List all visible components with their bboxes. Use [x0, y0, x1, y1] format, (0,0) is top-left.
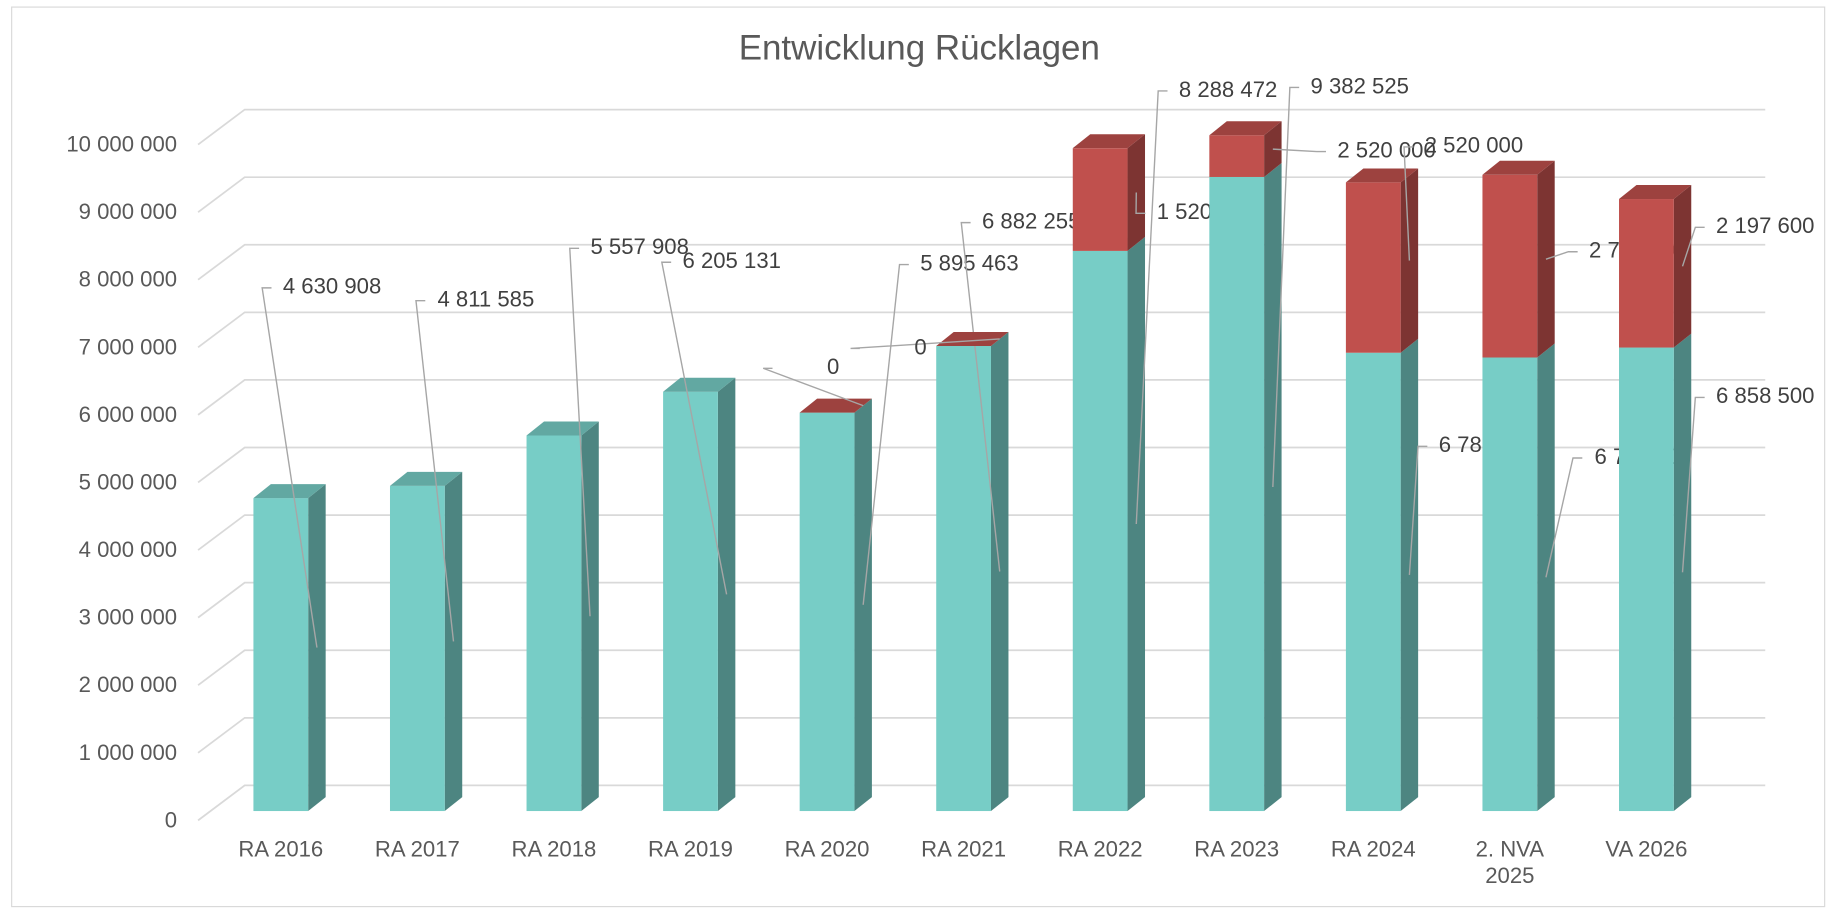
bar: [253, 498, 309, 812]
grid-line: [197, 108, 1766, 146]
bar: [1482, 174, 1538, 358]
bar: [1482, 357, 1538, 812]
leader-line: [261, 287, 318, 648]
data-label: 4 630 908: [283, 274, 381, 299]
leader-line: [1272, 148, 1326, 153]
bar-top: [1482, 160, 1555, 175]
leader-line: [1272, 86, 1300, 488]
bar-side: [990, 331, 1009, 812]
y-tick-label: 1 000 000: [79, 740, 177, 765]
bar-side: [1673, 185, 1692, 348]
data-label: 6 858 500: [1716, 383, 1814, 408]
x-tick-label: VA 2026: [1605, 837, 1687, 862]
y-tick-label: 6 000 000: [79, 402, 177, 427]
leader-line: [960, 221, 1001, 572]
bar: [1619, 347, 1674, 812]
leader-line: [762, 367, 864, 407]
bar: [663, 391, 718, 812]
data-label: 2 520 000: [1425, 133, 1523, 158]
data-label: 4 811 585: [437, 287, 534, 312]
data-label: 6 882 255: [982, 208, 1080, 233]
y-tick-label: 7 000 000: [79, 334, 177, 359]
bar-top: [1345, 168, 1419, 183]
leader-line: [1135, 90, 1168, 525]
x-tick-label: RA 2021: [921, 837, 1006, 862]
y-tick-label: 8 000 000: [79, 267, 177, 292]
leader-line: [415, 299, 455, 642]
data-label: 0: [914, 334, 926, 359]
data-label: 0: [827, 354, 839, 379]
data-label: 9 382 525: [1311, 73, 1409, 98]
bar-top: [663, 377, 736, 392]
leader-line: [862, 263, 909, 605]
data-label: 8 288 472: [1179, 77, 1277, 102]
leader-line: [660, 261, 728, 595]
bar: [389, 485, 445, 812]
leader-line: [569, 247, 591, 617]
x-tick-label: RA 2020: [785, 837, 870, 862]
bar-top: [1072, 134, 1146, 149]
bar-top: [1619, 185, 1692, 200]
bar: [1345, 352, 1401, 812]
leader-line: [1545, 251, 1578, 260]
x-tick-label: RA 2022: [1058, 837, 1143, 862]
leader-line: [850, 338, 1000, 350]
bar-top: [389, 471, 463, 486]
bar: [799, 412, 855, 812]
data-label: 6 205 131: [683, 248, 781, 273]
leader-line: [1681, 226, 1705, 267]
leader-line: [1408, 445, 1428, 575]
chart-title: Entwicklung Rücklagen: [739, 28, 1100, 67]
bar-top: [526, 421, 599, 436]
data-label: 5 895 463: [920, 250, 1018, 275]
y-tick-label: 3 000 000: [79, 605, 177, 630]
bar-top: [1209, 121, 1282, 136]
x-tick-label: RA 2019: [648, 837, 733, 862]
y-tick-label: 5 000 000: [79, 469, 177, 494]
data-label: 2 520 000: [1337, 137, 1435, 162]
bar: [1619, 199, 1674, 348]
y-tick-label: 2 000 000: [79, 672, 177, 697]
x-tick-label: RA 2024: [1331, 837, 1416, 862]
leader-line: [1403, 146, 1414, 261]
y-tick-label: 10 000 000: [66, 132, 177, 157]
data-label: 2 197 600: [1716, 213, 1814, 238]
bar: [1072, 148, 1128, 251]
bar-side: [1127, 134, 1146, 251]
bar: [526, 435, 582, 812]
leader-line: [1135, 192, 1146, 215]
leader-line: [1545, 457, 1583, 578]
bar: [1209, 176, 1265, 812]
data-label: 5 557 908: [590, 234, 688, 259]
bar-top: [253, 484, 326, 499]
x-tick-label: RA 2017: [375, 837, 460, 862]
y-tick-label: 9 000 000: [79, 199, 177, 224]
x-tick-label: 2. NVA 2025: [1476, 837, 1545, 889]
y-tick-label: 4 000 000: [79, 537, 177, 562]
bar: [1072, 250, 1128, 812]
bar: [1209, 135, 1265, 177]
bar: [1345, 182, 1401, 353]
y-tick-label: 0: [165, 807, 177, 832]
leader-line: [1681, 396, 1705, 573]
x-tick-label: RA 2023: [1194, 837, 1279, 862]
bar: [936, 345, 991, 812]
x-tick-label: RA 2018: [511, 837, 596, 862]
x-tick-label: RA 2016: [238, 837, 323, 862]
